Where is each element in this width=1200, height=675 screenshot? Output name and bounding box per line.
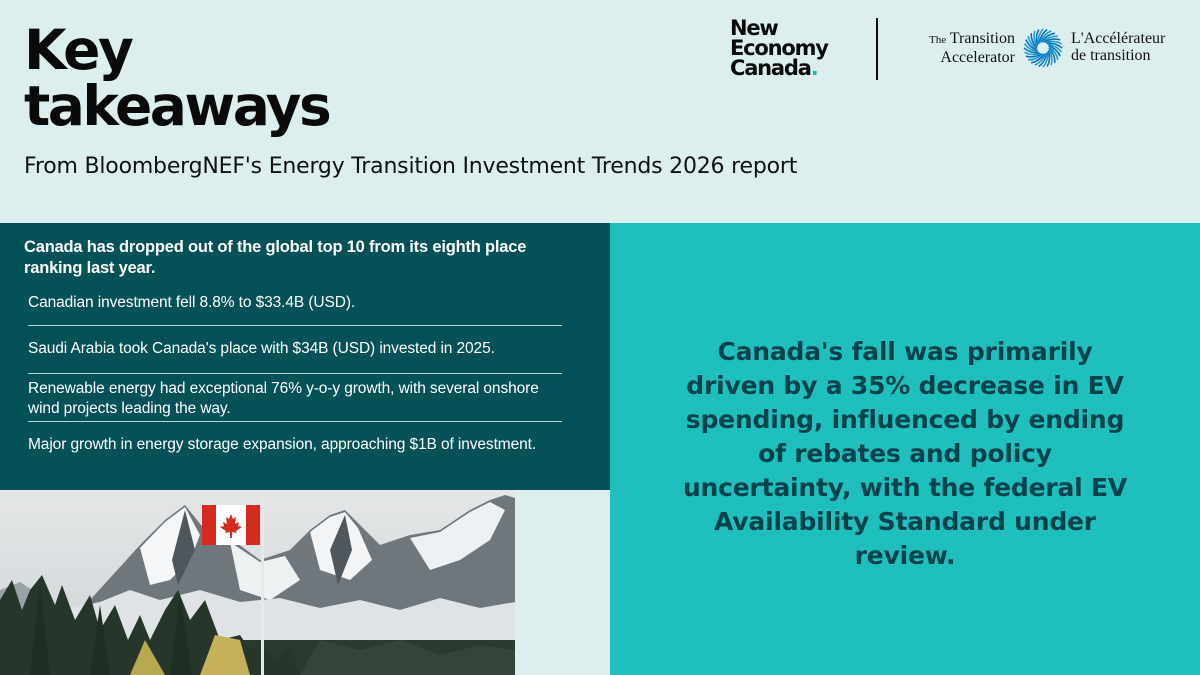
swirl-stroke [1042, 35, 1058, 43]
ta-en-line-1: Transition [949, 30, 1015, 47]
key-facts-heading: Canada has dropped out of the global top… [24, 238, 527, 277]
swirl-stroke [1048, 48, 1053, 66]
fact-item-2: Saudi Arabia took Canada's place with $3… [28, 340, 495, 357]
swirl-stroke [1048, 44, 1061, 57]
transition-accelerator-logo-fr: L'Accélérateur de transition [1071, 30, 1165, 64]
nec-logo-line-1: New [730, 16, 779, 40]
swirl-stroke [1023, 47, 1040, 54]
swirl-stroke [1048, 45, 1059, 61]
swirl-stroke [1025, 53, 1043, 58]
swirl-stroke [1039, 30, 1052, 43]
ta-en-line-2: Accelerator [940, 49, 1015, 66]
header: Key takeaways From BloombergNEF's Energy… [0, 0, 1200, 223]
nec-logo-dot: . [810, 56, 819, 80]
callout-text: Canada's fall was primarily driven by a … [682, 337, 1128, 570]
fact-item-4: Major growth in energy storage expansion… [28, 436, 537, 453]
callout-panel: Canada's fall was primarily driven by a … [610, 223, 1200, 675]
nec-logo-line-3-wrap: Canada. [730, 56, 828, 80]
title-line-2: takeaways [24, 74, 332, 138]
swirl-stroke [1038, 28, 1048, 44]
swirl-stroke [1024, 51, 1041, 56]
swirl-stroke [1046, 42, 1063, 49]
swirl-stroke [1027, 35, 1038, 51]
swirl-stroke [1048, 47, 1056, 63]
canadian-flag-mountains-photo [0, 490, 515, 675]
ta-en-the: The [928, 34, 947, 46]
swirl-stroke [1043, 38, 1061, 43]
nec-logo-line-2: Economy [730, 36, 829, 60]
swirl-stroke [1042, 51, 1049, 68]
page-title: Key takeaways [24, 22, 424, 134]
swirl-stroke [1046, 50, 1051, 67]
nec-logo-line-3: Canada [730, 56, 812, 80]
ta-fr-line-2: de transition [1071, 47, 1151, 64]
swirl-stroke [1045, 40, 1062, 45]
swirl-stroke [1033, 30, 1038, 48]
ta-fr-line-1: L'Accélérateur [1071, 30, 1166, 47]
key-facts-panel: Canada has dropped out of the global top… [0, 223, 610, 490]
title-line-1: Key [24, 18, 134, 82]
swirl-stroke [1034, 53, 1047, 66]
swirl-stroke [1030, 53, 1046, 64]
swirl-stroke [1040, 32, 1056, 43]
transition-accelerator-swirl-icon [1023, 28, 1063, 68]
swirl-stroke [1023, 43, 1039, 53]
swirl-stroke [1047, 43, 1063, 53]
fact-divider [28, 373, 562, 374]
fact-divider [28, 325, 562, 326]
new-economy-canada-logo: New Economy Canada. [730, 16, 829, 80]
fact-item-3: Renewable energy had exceptional 76% y-o… [28, 380, 539, 417]
swirl-stroke [1025, 39, 1038, 52]
swirl-stroke [1035, 29, 1040, 46]
swirl-stroke [1030, 33, 1038, 49]
transition-accelerator-logo-en: The Transition Accelerator [897, 30, 1015, 66]
page-subtitle: From BloombergNEF's Energy Transition In… [24, 154, 798, 179]
swirl-stroke [1038, 52, 1048, 68]
swirl-stroke [1037, 28, 1044, 45]
fact-item-1: Canadian investment fell 8.8% to $33.4B … [28, 294, 356, 311]
fact-divider [28, 421, 562, 422]
swirl-stroke [1028, 53, 1044, 61]
logo-divider [876, 18, 878, 80]
